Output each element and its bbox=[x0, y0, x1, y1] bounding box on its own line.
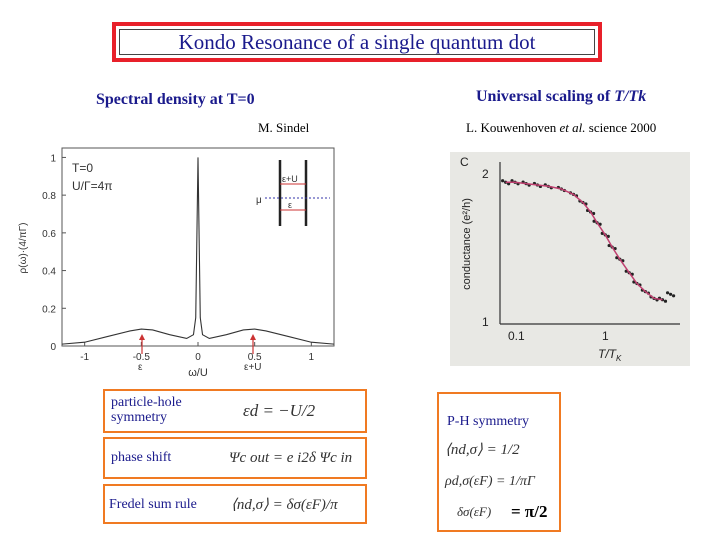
right-heading: Universal scaling of T/Tk bbox=[476, 88, 646, 106]
legend-interaction: U/Γ=4π bbox=[72, 179, 113, 193]
y-ticks: 0 0.2 0.4 0.6 0.8 1 bbox=[42, 153, 66, 353]
title-box: Kondo Resonance of a single quantum dot bbox=[112, 22, 602, 62]
data-point bbox=[665, 291, 670, 295]
x-tick-1: 1 bbox=[602, 329, 609, 343]
phase-shift-equation: Ψc out = e i2δ Ψc in bbox=[229, 450, 353, 466]
citation-etal: et al. bbox=[559, 120, 586, 135]
y-tick-2: 2 bbox=[482, 167, 489, 181]
y-tick-label: 0.2 bbox=[42, 304, 56, 315]
friedel-box: Fredel sum rule ⟨nd,σ⟩ = δσ(εF)/π bbox=[103, 484, 367, 524]
y-axis-label: conductance (e²/h) bbox=[461, 198, 473, 290]
x-tick-label: -1 bbox=[80, 352, 89, 363]
y-tick-label: 0.4 bbox=[42, 267, 56, 278]
data-point bbox=[606, 234, 610, 238]
friedel-equation: ⟨nd,σ⟩ = δσ(εF)/π bbox=[231, 497, 338, 513]
data-point bbox=[663, 299, 668, 303]
conductance-chart: C 2 1 0.1 1 conductance (e²/h) T/TK bbox=[460, 155, 680, 363]
data-point bbox=[671, 294, 676, 298]
friedel-label: Fredel sum rule bbox=[109, 497, 197, 512]
x-tick-0-1: 0.1 bbox=[508, 329, 525, 343]
data-point bbox=[501, 179, 505, 183]
citation-prefix: L. Kouwenhoven bbox=[466, 120, 557, 135]
x-tick-label: 0.5 bbox=[248, 352, 262, 363]
data-point bbox=[668, 292, 673, 296]
legend-temperature: T=0 bbox=[72, 161, 93, 175]
ph-symmetry-label: P-H symmetry bbox=[447, 414, 530, 429]
right-citation: L. Kouwenhoven et al. science 2000 bbox=[466, 120, 656, 136]
arrow-epsilon: ε bbox=[138, 334, 145, 373]
y-tick-label: 0.8 bbox=[42, 191, 56, 202]
y-tick-label: 0 bbox=[50, 342, 56, 353]
spectral-density-chart: 0 0.2 0.4 0.6 0.8 1 -1 -0.5 0 0.5 1 ρ(ω)·(4/πΓ) ω… bbox=[18, 147, 335, 379]
particle-hole-equation: εd = −U/2 bbox=[243, 401, 316, 420]
phase-shift-box: phase shift Ψc out = e i2δ Ψc in bbox=[103, 437, 367, 479]
page-title: Kondo Resonance of a single quantum dot bbox=[119, 29, 595, 55]
conductance-chart-bg bbox=[450, 152, 690, 366]
x-tick-label: -0.5 bbox=[133, 352, 151, 363]
inset-upper-level: ε+U bbox=[282, 174, 298, 184]
phase-shift-label: phase shift bbox=[111, 450, 172, 465]
ph-symmetry-box: P-H symmetry ⟨nd,σ⟩ = 1/2 ρd,σ(εF) = 1/π… bbox=[437, 392, 561, 532]
left-heading: Spectral density at T=0 bbox=[96, 91, 255, 108]
panel-label: C bbox=[460, 155, 469, 169]
fit-curve bbox=[505, 181, 663, 301]
y-tick-label: 0.6 bbox=[42, 229, 56, 240]
x-tick-label: 0 bbox=[195, 352, 201, 363]
arrow-epsilon-label: ε bbox=[138, 362, 143, 373]
right-heading-var: T/Tk bbox=[614, 88, 647, 105]
density-equation: ρd,σ(εF) = 1/πΓ bbox=[445, 474, 535, 489]
right-heading-prefix: Universal scaling of bbox=[476, 88, 611, 105]
x-tick-label: 1 bbox=[309, 352, 315, 363]
y-tick-1: 1 bbox=[482, 315, 489, 329]
x-axis-label: ω/U bbox=[188, 367, 208, 379]
arrow-epsilon-u-label: ε+U bbox=[244, 362, 262, 373]
occupation-equation: ⟨nd,σ⟩ = 1/2 bbox=[445, 442, 520, 458]
data-points bbox=[501, 179, 676, 303]
inset-mu: μ bbox=[256, 195, 262, 206]
left-author: M. Sindel bbox=[258, 120, 310, 135]
phase-equation-suffix: = π/2 bbox=[511, 502, 548, 521]
data-point bbox=[607, 243, 611, 248]
x-axis-label: T/TK bbox=[598, 347, 622, 363]
energy-level-inset: ε+U μ ε bbox=[256, 160, 330, 226]
x-ticks: -1 -0.5 0 0.5 1 bbox=[80, 342, 315, 363]
arrow-epsilon-u: ε+U bbox=[244, 334, 262, 373]
citation-suffix: science 2000 bbox=[588, 120, 657, 135]
phase-equation-prefix: δσ(εF) bbox=[457, 504, 492, 519]
particle-hole-label: particle-hole symmetry bbox=[111, 395, 182, 425]
y-axis-label: ρ(ω)·(4/πΓ) bbox=[18, 223, 29, 274]
inset-lower-level: ε bbox=[288, 200, 292, 210]
y-tick-label: 1 bbox=[50, 153, 56, 164]
particle-hole-box: particle-hole symmetry εd = −U/2 bbox=[103, 389, 367, 433]
spectral-curve bbox=[61, 157, 335, 345]
